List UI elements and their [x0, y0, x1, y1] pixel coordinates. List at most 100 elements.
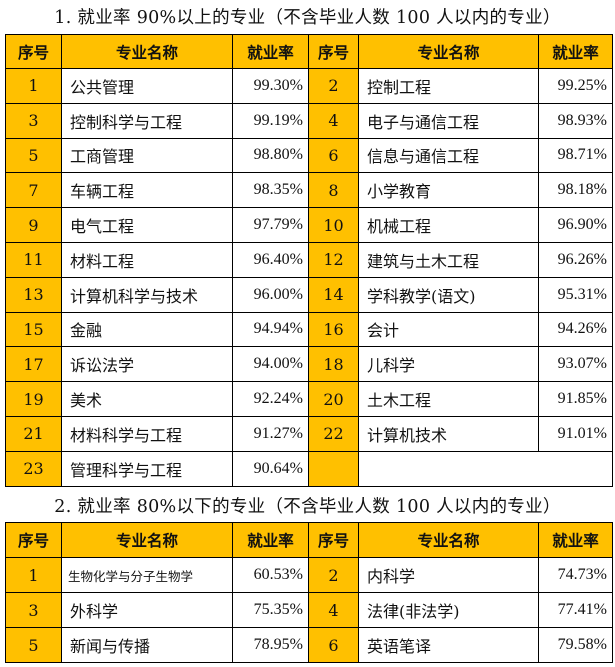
header-major-name: 专业名称: [61, 34, 233, 69]
major-name: 电气工程: [61, 207, 233, 243]
table-row: 3 控制科学与工程 99.19% 4 电子与通信工程 98.93%: [5, 102, 613, 139]
row-number: 1: [5, 68, 62, 104]
major-name: 新闻与传播: [61, 627, 233, 663]
employment-rate: 78.95%: [232, 627, 309, 663]
table-row: 11 材料工程 96.40% 12 建筑与土木工程 96.26%: [5, 241, 613, 278]
row-number: 8: [308, 172, 359, 209]
header-employment-rate: 就业率: [538, 34, 613, 69]
table-row: 19 美术 92.24% 20 土木工程 91.85%: [5, 381, 613, 417]
major-name: 机械工程: [358, 207, 539, 243]
row-number: 4: [308, 592, 359, 628]
row-number: 20: [308, 381, 359, 417]
row-number: 17: [5, 346, 62, 383]
major-name: 工商管理: [61, 137, 233, 174]
employment-rate: 94.26%: [538, 311, 613, 348]
employment-rate: 96.90%: [538, 207, 613, 243]
major-name: 计算机技术: [358, 415, 539, 452]
major-name: 内科学: [358, 557, 539, 593]
row-number: 2: [308, 68, 359, 104]
table-row: 15 金融 94.94% 16 会计 94.26%: [5, 311, 613, 348]
major-name: 材料工程: [61, 241, 233, 278]
employment-rate: 98.18%: [538, 172, 613, 209]
major-name: 车辆工程: [61, 172, 233, 209]
header-employment-rate: 就业率: [232, 34, 309, 69]
employment-rate: 75.35%: [232, 592, 309, 628]
table-row: 21 材料科学与工程 91.27% 22 计算机技术 91.01%: [5, 415, 613, 452]
row-number: 6: [308, 137, 359, 174]
row-number: 2: [308, 557, 359, 593]
table-row: 9 电气工程 97.79% 10 机械工程 96.90%: [5, 207, 613, 243]
major-name: 材料科学与工程: [61, 415, 233, 452]
row-number: 11: [5, 241, 62, 278]
major-name: 电子与通信工程: [358, 102, 539, 139]
row-number: 16: [308, 311, 359, 348]
major-name: 控制工程: [358, 68, 539, 104]
employment-rate: 97.79%: [232, 207, 309, 243]
major-name: 控制科学与工程: [61, 102, 233, 139]
row-number: 23: [5, 450, 62, 487]
section-2-title: 2. 就业率 80%以下的专业（不含毕业人数 100 人以内的专业）: [54, 497, 561, 517]
employment-rate: 77.41%: [538, 592, 613, 628]
employment-rate: 98.71%: [538, 137, 613, 174]
major-name: 儿科学: [358, 346, 539, 383]
row-number: 12: [308, 241, 359, 278]
section-1-title: 1. 就业率 90%以上的专业（不含毕业人数 100 人以内的专业）: [54, 8, 561, 28]
employment-rate: 98.93%: [538, 102, 613, 139]
major-name: 法律(非法学): [358, 592, 539, 628]
employment-rate: 95.31%: [538, 276, 613, 313]
employment-rate: 94.00%: [232, 346, 309, 383]
header-row: 序号 专业名称 就业率 序号 专业名称 就业率: [5, 522, 613, 558]
row-number: 5: [5, 627, 62, 663]
header-major-name: 专业名称: [358, 34, 539, 69]
employment-rate: 91.01%: [538, 415, 613, 452]
major-name: 计算机科学与技术: [61, 276, 233, 313]
major-name: 外科学: [61, 592, 233, 628]
row-number: 19: [5, 381, 62, 417]
major-name: 建筑与土木工程: [358, 241, 539, 278]
employment-rate: 90.64%: [232, 450, 309, 487]
table-row: 13 计算机科学与技术 96.00% 14 学科教学(语文) 95.31%: [5, 276, 613, 313]
major-name: 公共管理: [61, 68, 233, 104]
header-major-name: 专业名称: [358, 522, 539, 558]
employment-rate: 79.58%: [538, 627, 613, 663]
employment-rate: 94.94%: [232, 311, 309, 348]
row-number: 18: [308, 346, 359, 383]
row-number: 7: [5, 172, 62, 209]
table-row: 1 公共管理 99.30% 2 控制工程 99.25%: [5, 68, 613, 104]
major-name: 美术: [61, 381, 233, 417]
major-name: 会计: [358, 311, 539, 348]
row-number: 21: [5, 415, 62, 452]
employment-table-above-90: 序号 专业名称 就业率 序号 专业名称 就业率 1 公共管理 99.30% 2 控制工程 99.25%…: [5, 34, 613, 487]
row-number: 6: [308, 627, 359, 663]
employment-rate: 99.25%: [538, 68, 613, 104]
empty-cell: [358, 450, 613, 487]
row-number: 3: [5, 592, 62, 628]
employment-rate: 96.40%: [232, 241, 309, 278]
major-name: 诉讼法学: [61, 346, 233, 383]
employment-rate: 98.35%: [232, 172, 309, 209]
table-row: 5 工商管理 98.80% 6 信息与通信工程 98.71%: [5, 137, 613, 174]
major-name: 英语笔译: [358, 627, 539, 663]
row-number: 14: [308, 276, 359, 313]
employment-rate: 93.07%: [538, 346, 613, 383]
employment-rate: 96.00%: [232, 276, 309, 313]
employment-rate: 98.80%: [232, 137, 309, 174]
header-employment-rate: 就业率: [538, 522, 613, 558]
table-row: 7 车辆工程 98.35% 8 小学教育 98.18%: [5, 172, 613, 209]
major-name: 管理科学与工程: [61, 450, 233, 487]
header-major-name: 专业名称: [61, 522, 233, 558]
employment-rate: 92.24%: [232, 381, 309, 417]
row-number: 4: [308, 102, 359, 139]
row-number: 9: [5, 207, 62, 243]
employment-rate: 60.53%: [232, 557, 309, 593]
table-row: 17 诉讼法学 94.00% 18 儿科学 93.07%: [5, 346, 613, 383]
employment-rate: 96.26%: [538, 241, 613, 278]
header-number: 序号: [308, 522, 359, 558]
employment-rate: 91.85%: [538, 381, 613, 417]
row-number: 3: [5, 102, 62, 139]
table-row: 1 生物化学与分子生物学 60.53% 2 内科学 74.73%: [5, 557, 613, 593]
major-name: 信息与通信工程: [358, 137, 539, 174]
header-row: 序号 专业名称 就业率 序号 专业名称 就业率: [5, 34, 613, 69]
employment-rate: 91.27%: [232, 415, 309, 452]
table-row: 23 管理科学与工程 90.64%: [5, 450, 613, 487]
